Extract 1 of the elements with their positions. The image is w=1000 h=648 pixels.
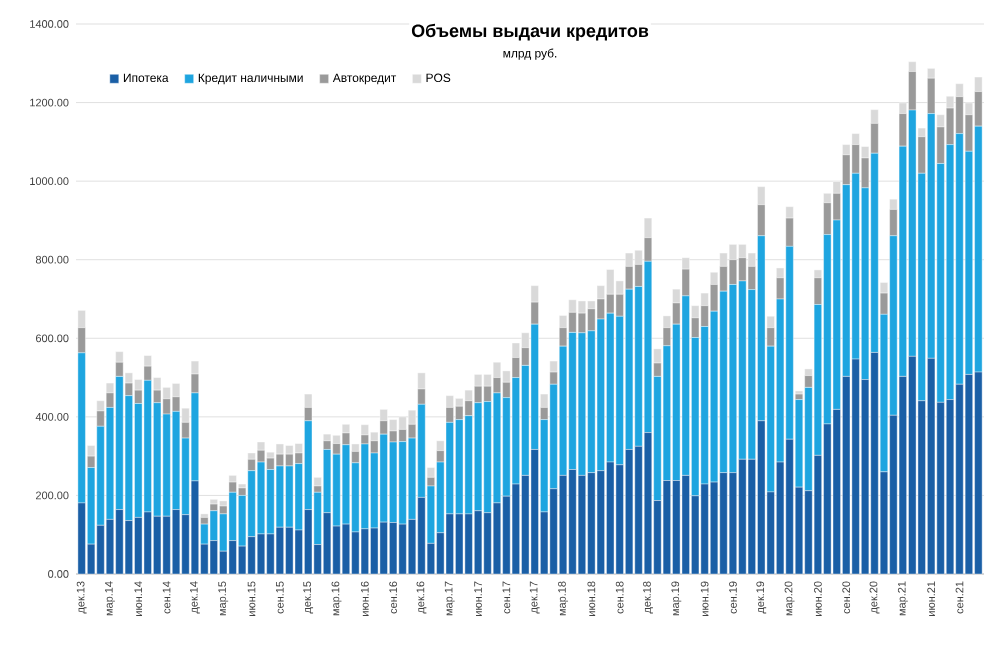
chart-title: Объемы выдачи кредитов [411,23,649,41]
